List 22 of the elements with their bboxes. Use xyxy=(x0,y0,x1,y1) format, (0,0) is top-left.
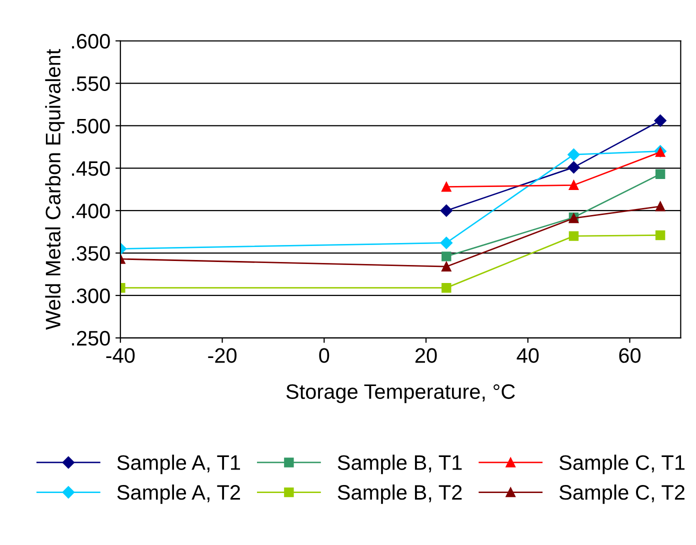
y-axis-title: Weld Metal Carbon Equivalent xyxy=(45,49,65,330)
legend-label: Sample A, T2 xyxy=(117,484,240,504)
y-tick-label: .600 xyxy=(72,34,110,49)
y-tick-label: .400 xyxy=(72,204,110,218)
y-tick-label: .450 xyxy=(72,161,110,176)
y-tick-label: .350 xyxy=(72,246,110,261)
legend-label: Sample C, T2 xyxy=(559,484,684,504)
legend-label: Sample B, T1 xyxy=(338,454,462,474)
x-tick-label: 20 xyxy=(415,348,437,363)
legend-label: Sample B, T2 xyxy=(338,484,462,504)
x-tick-label: 40 xyxy=(516,348,539,363)
x-tick-label: 60 xyxy=(619,348,641,363)
x-tick-label: 0 xyxy=(319,348,330,363)
y-tick-label: .250 xyxy=(72,330,110,346)
x-tick-label: -20 xyxy=(208,348,237,363)
legend-label: Sample C, T1 xyxy=(559,454,684,474)
y-tick-label: .300 xyxy=(72,288,110,304)
x-tick-label: -40 xyxy=(106,348,135,363)
y-tick-label: .500 xyxy=(72,118,110,134)
legend-label: Sample A, T1 xyxy=(117,454,240,474)
y-tick-label: .550 xyxy=(72,76,110,92)
x-axis-title: Storage Temperature, °C xyxy=(286,384,515,404)
